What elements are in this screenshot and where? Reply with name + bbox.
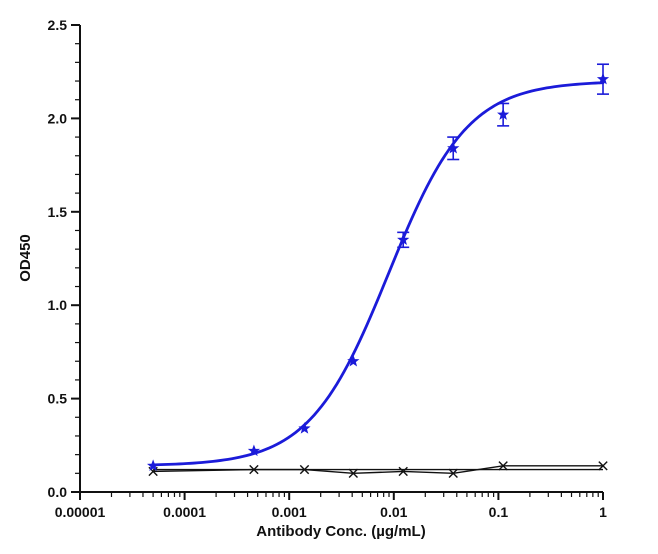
x-tick-labels: 0.00001 0.0001 0.001 0.01 0.1 1 — [55, 504, 607, 520]
antibody-point-marker — [147, 459, 160, 472]
control-point-marker — [249, 464, 259, 475]
control-point-marker — [498, 461, 508, 471]
x-tick-label: 0.00001 — [55, 504, 106, 520]
x-tick-label: 1 — [599, 504, 607, 520]
antibody-point-marker — [596, 72, 610, 85]
antibody-point-marker — [447, 141, 460, 154]
antibody-point-marker — [347, 354, 360, 367]
y-axis-title: OD450 — [17, 234, 34, 282]
antibody-point-marker — [247, 444, 261, 457]
antibody-fit-curve — [151, 81, 605, 467]
y-tick-label: 1.5 — [48, 204, 68, 220]
y-tick-label: 1.0 — [48, 297, 68, 313]
y-tick-label: 0.5 — [48, 391, 68, 407]
control-point-marker — [598, 461, 608, 471]
x-tick-label: 0.01 — [380, 504, 407, 520]
control-data-line — [153, 465, 603, 475]
y-tick-label: 2.0 — [48, 110, 68, 126]
antibody-point-marker — [298, 422, 311, 434]
control-series — [148, 461, 608, 479]
control-point-marker — [448, 468, 458, 479]
x-tick-label: 0.001 — [272, 504, 307, 520]
antibody-series — [147, 63, 610, 472]
control-point-marker — [299, 464, 310, 475]
control-point-marker — [398, 466, 408, 477]
antibody-point-marker — [397, 233, 410, 246]
control-point-marker — [348, 468, 358, 479]
y-tick-labels: 0.0 0.5 1.0 1.5 2.0 2.5 — [48, 17, 68, 500]
plot-axes — [71, 24, 604, 500]
y-tick-label: 0.0 — [48, 484, 68, 500]
y-tick-label: 2.5 — [48, 17, 68, 33]
x-axis-title: Antibody Conc. (µg/mL) — [256, 523, 425, 540]
x-tick-label: 0.0001 — [163, 504, 206, 520]
antibody-point-marker — [497, 108, 510, 120]
x-tick-label: 0.1 — [489, 504, 509, 520]
